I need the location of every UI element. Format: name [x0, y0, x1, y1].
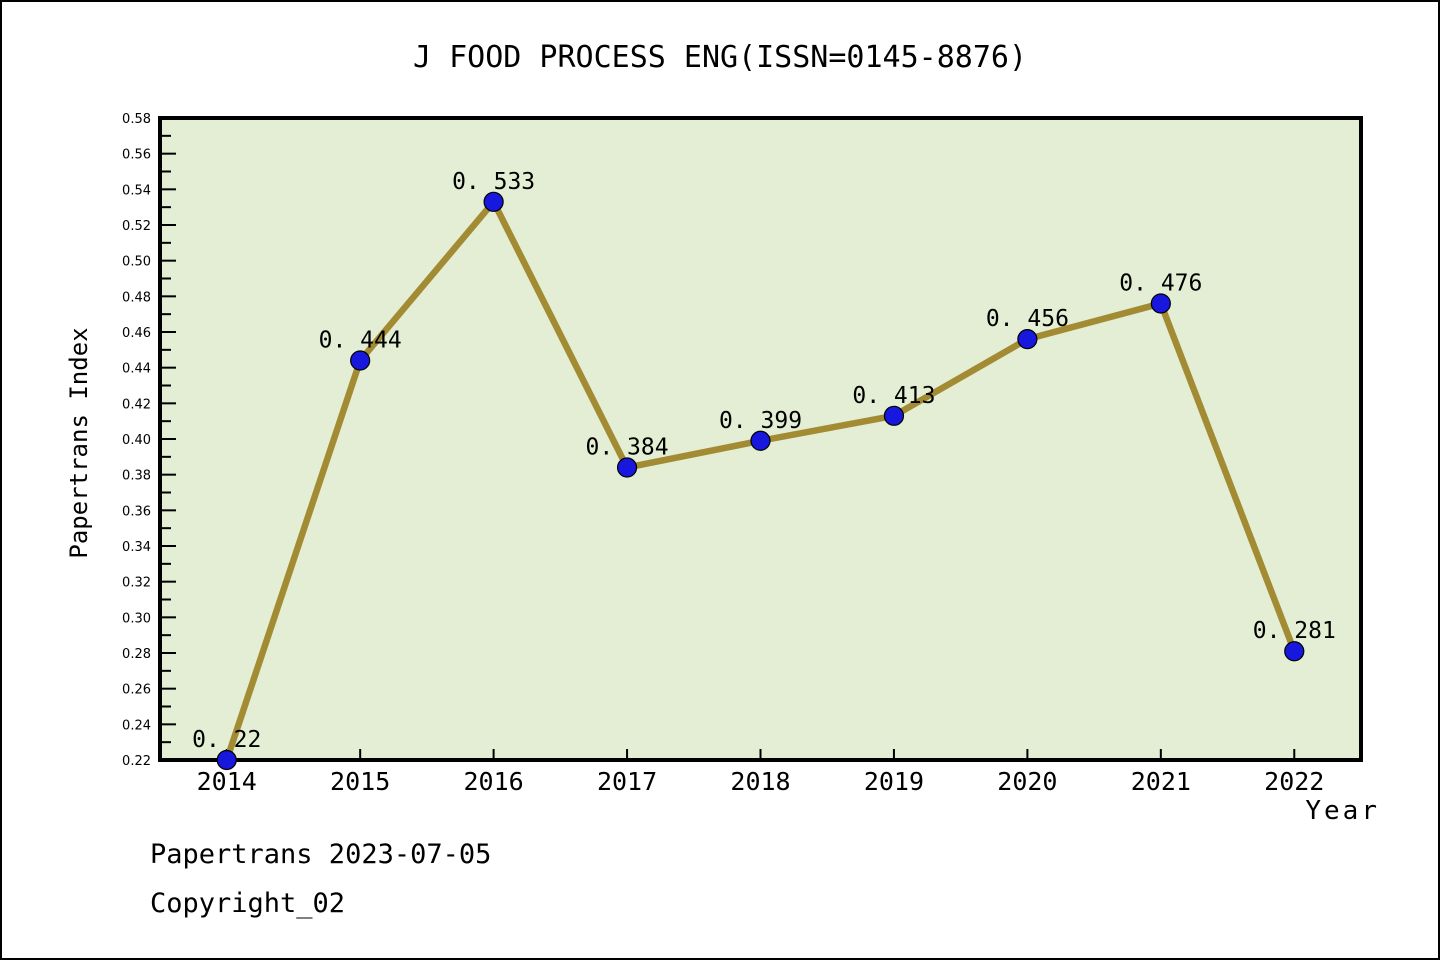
data-point	[883, 405, 905, 426]
y-tick-label: 0.36	[122, 504, 151, 519]
data-point	[1150, 293, 1171, 314]
data-point-label: 0. 413	[852, 383, 935, 409]
y-tick-label: 0.22	[122, 754, 151, 769]
data-point-label: 0. 444	[319, 328, 402, 354]
x-tick-label: 2015	[330, 767, 390, 796]
data-point-label: 0. 384	[586, 435, 669, 461]
data-point-label: 0. 281	[1253, 618, 1336, 644]
data-point-label: 0. 399	[719, 408, 802, 434]
chart-title: J FOOD PROCESS ENG(ISSN=0145-8876)	[412, 40, 1028, 75]
x-tick-label: 2017	[597, 767, 657, 796]
y-tick-label: 0.50	[122, 255, 151, 270]
y-tick-label: 0.28	[122, 647, 151, 662]
watermark-copyright: Copyright_02	[150, 888, 346, 919]
y-tick-label: 0.32	[122, 576, 151, 591]
y-tick-label: 0.38	[122, 469, 151, 484]
y-tick-label: 0.48	[122, 290, 151, 305]
y-tick-label: 0.40	[122, 433, 151, 448]
x-tick-label: 2016	[464, 767, 524, 796]
y-tick-label: 0.42	[122, 397, 151, 412]
y-axis-title: Papertrans Index	[65, 327, 93, 559]
y-tick-label: 0.24	[122, 718, 151, 733]
y-tick-label: 0.46	[122, 326, 151, 341]
data-point	[1017, 329, 1038, 350]
data-point-label: 0. 456	[986, 306, 1069, 332]
x-axis-title: Year	[1305, 796, 1380, 826]
x-tick-label: 2021	[1131, 767, 1191, 796]
data-point-label: 0. 22	[192, 727, 261, 753]
y-tick-label: 0.54	[122, 183, 151, 198]
y-tick-label: 0.34	[122, 540, 151, 555]
x-tick-label: 2018	[730, 767, 790, 796]
y-tick-label: 0.30	[122, 611, 151, 626]
data-point	[483, 191, 504, 212]
y-tick-label: 0.52	[122, 219, 151, 234]
watermark-date: Papertrans 2023-07-05	[150, 839, 492, 870]
x-tick-label: 2019	[864, 767, 924, 796]
y-tick-label: 0.44	[122, 362, 151, 377]
data-point	[350, 350, 371, 371]
y-tick-label: 0.56	[122, 148, 151, 163]
data-point-label: 0. 476	[1119, 270, 1202, 296]
data-point	[616, 457, 638, 478]
y-tick-label: 0.26	[122, 683, 151, 698]
y-tick-label: 0.58	[122, 112, 151, 127]
data-point-label: 0. 533	[452, 169, 535, 195]
x-tick-label: 2022	[1264, 767, 1324, 796]
data-point	[1284, 641, 1305, 662]
data-point	[750, 430, 771, 451]
x-tick-label: 2020	[997, 767, 1057, 796]
x-tick-label: 2014	[197, 767, 257, 796]
data-point	[216, 749, 237, 771]
